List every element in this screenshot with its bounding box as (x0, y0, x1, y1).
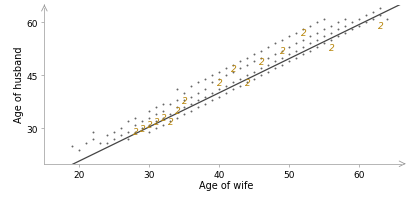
Text: 2: 2 (230, 64, 236, 73)
Text: 2: 2 (153, 117, 159, 126)
Text: 2: 2 (258, 57, 263, 66)
Text: 2: 2 (146, 121, 152, 130)
Text: 2: 2 (216, 79, 222, 87)
Text: 2: 2 (160, 114, 166, 123)
Text: 2: 2 (300, 29, 306, 38)
Text: 2: 2 (377, 22, 382, 31)
Text: 2: 2 (244, 79, 250, 87)
Text: 2: 2 (139, 124, 145, 133)
Text: 2: 2 (279, 47, 285, 56)
Text: 2: 2 (328, 43, 333, 52)
Text: 2: 2 (132, 128, 138, 137)
Text: 2: 2 (174, 107, 180, 116)
Text: 2: 2 (181, 96, 187, 105)
Y-axis label: Age of husband: Age of husband (14, 47, 24, 123)
Text: 2: 2 (167, 117, 173, 126)
X-axis label: Age of wife: Age of wife (199, 181, 253, 190)
